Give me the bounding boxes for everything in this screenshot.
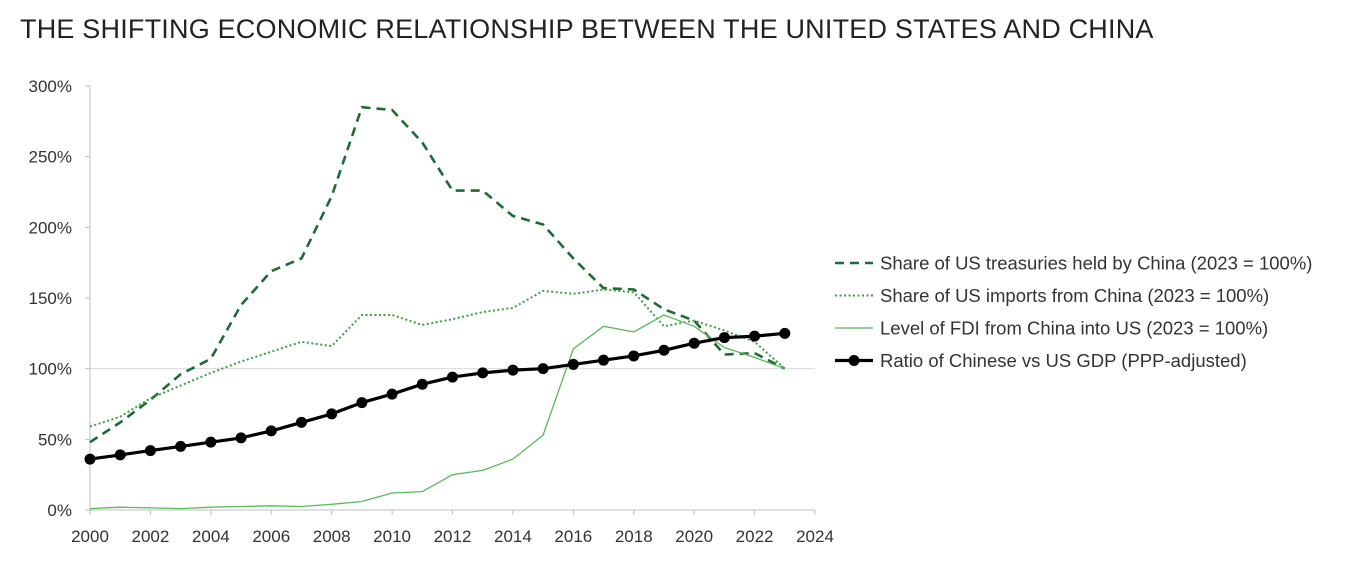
y-tick-label: 0% [47, 501, 72, 520]
series-4-point [779, 327, 791, 339]
x-tick-label: 2020 [675, 527, 713, 546]
series-4-point [144, 445, 156, 457]
series-4-point [507, 364, 519, 376]
series-4-point [386, 388, 398, 400]
series-4-point [537, 363, 549, 375]
x-tick-label: 2008 [313, 527, 351, 546]
legend-label-2: Share of US imports from China (2023 = 1… [880, 285, 1269, 306]
chart-axes: 0% 50% 100% 150% 200% 250% 300% 2000 2002 2004 200… [29, 77, 834, 546]
series-4-point [175, 440, 187, 452]
series-4-point [235, 432, 247, 444]
x-tick-label: 2018 [615, 527, 653, 546]
chart-title: THE SHIFTING ECONOMIC RELATIONSHIP BETWE… [20, 14, 1154, 44]
legend-label-4: Ratio of Chinese vs US GDP (PPP-adjusted… [880, 350, 1247, 371]
series-4-point [416, 378, 428, 390]
series-4-point [658, 344, 670, 356]
legend-label-3: Level of FDI from China into US (2023 = … [880, 318, 1268, 339]
series-4-point [265, 425, 277, 437]
series-4-point [205, 436, 217, 448]
x-tick-label: 2024 [796, 527, 834, 546]
y-tick-label: 300% [29, 77, 72, 96]
x-tick-label: 2000 [71, 527, 109, 546]
series-4-point [567, 358, 579, 370]
y-tick-label: 100% [29, 360, 72, 379]
y-tick-label: 50% [38, 430, 72, 449]
legend-marker-4 [848, 355, 860, 366]
series-4-point [356, 397, 368, 409]
chart-legend: Share of US treasuries held by China (20… [835, 253, 1312, 371]
y-tick-label: 150% [29, 289, 72, 308]
series-4-point [326, 408, 338, 420]
legend-label-1: Share of US treasuries held by China (20… [880, 253, 1312, 274]
x-tick-label: 2014 [494, 527, 532, 546]
series-4-point [688, 337, 700, 349]
x-tick-label: 2010 [373, 527, 411, 546]
x-tick-label: 2002 [132, 527, 170, 546]
series-line-1 [89, 105, 786, 444]
series-layer [84, 105, 791, 510]
x-tick-label: 2012 [434, 527, 472, 546]
y-tick-label: 200% [29, 218, 72, 237]
series-4-point [114, 449, 126, 461]
series-4-point [295, 416, 307, 428]
series-4-point [447, 371, 458, 383]
series-line-4 [89, 331, 785, 461]
x-tick-label: 2004 [192, 527, 230, 546]
x-tick-label: 2016 [554, 527, 592, 546]
x-tick-label: 2006 [252, 527, 290, 546]
series-4-point [477, 367, 489, 379]
series-4-point [749, 330, 761, 342]
y-tick-label: 250% [29, 148, 72, 167]
series-line-3 [89, 314, 786, 510]
series-4-point [598, 354, 610, 366]
series-4-point [628, 350, 640, 362]
x-tick-label: 2022 [736, 527, 774, 546]
series-4-point [84, 453, 96, 465]
series-4-point [718, 332, 730, 344]
series-line-2 [89, 288, 786, 428]
